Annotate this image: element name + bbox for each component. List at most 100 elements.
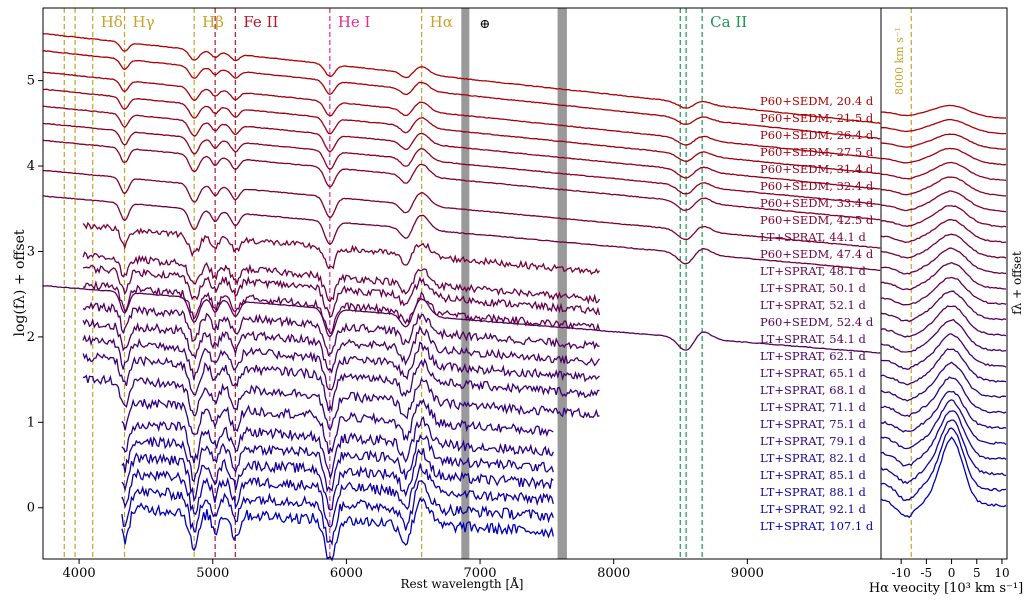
spectrum-labels: P60+SEDM, 20.4 d P60+SEDM, 21.5 d P60+SEDM…	[760, 94, 874, 533]
spectrum-line	[121, 496, 554, 562]
x-tick-label: 8000	[597, 566, 630, 581]
halpha-x-tick-label: 10	[994, 566, 1009, 580]
halpha-profile	[880, 118, 1007, 135]
halpha-profile	[880, 104, 1006, 119]
spectrum-label: LT+SPRAT, 68.1 d	[760, 383, 867, 397]
spectrum-label: P60+SEDM, 31.4 d	[760, 162, 874, 176]
halpha-profile	[880, 190, 1007, 213]
y-tick-label: 4	[27, 159, 35, 174]
halpha-profile	[880, 218, 1007, 244]
spectrum-label: LT+SPRAT, 82.1 d	[760, 451, 867, 465]
halpha-profile	[880, 261, 1007, 291]
halpha-x-tick-label: -5	[921, 566, 933, 580]
x-tick-label: 6000	[330, 566, 363, 581]
spectrum-line	[42, 139, 881, 221]
line-label: Ca II	[710, 13, 747, 31]
halpha-profile	[880, 161, 1007, 182]
spectrum-line	[121, 480, 554, 547]
halpha-panel: 8000 km s⁻¹ -10 -5 0 5 10 Hα veocity [10³ km…	[869, 7, 1024, 596]
spectrum-line	[83, 264, 601, 319]
velocity-marker: 8000 km s⁻¹	[893, 8, 912, 559]
halpha-profile	[880, 318, 1007, 353]
spectrum-line	[42, 71, 881, 160]
main-x-axis-label: Rest wavelength [Å]	[401, 576, 524, 591]
spectrum-label: P60+SEDM, 33.4 d	[760, 196, 874, 210]
spectrum-line	[43, 169, 881, 249]
spectrum-label: P60+SEDM, 26.4 d	[760, 128, 874, 142]
spectrum-line	[121, 416, 554, 481]
spectrum-line	[121, 448, 554, 511]
spectrum-line	[82, 301, 600, 357]
spectrum-line	[121, 398, 554, 455]
halpha-x-tick-label: 5	[973, 566, 981, 580]
spectra-series	[42, 32, 881, 562]
spectrum-line	[42, 105, 881, 190]
x-tick-label: 7000	[463, 566, 496, 581]
spectrum-line	[42, 122, 881, 206]
halpha-y-axis-label: fλ + offset	[1010, 251, 1024, 315]
line-label: Hδ	[101, 13, 123, 31]
spectrum-label: LT+SPRAT, 50.1 d	[760, 281, 867, 295]
y-tick-label: 1	[27, 415, 35, 430]
line-label: Hα	[430, 13, 453, 31]
line-label: Fe II	[243, 13, 278, 31]
main-x-ticks: 4000 5000 6000 7000 8000 9000	[63, 559, 764, 581]
main-y-ticks: 0 1 2 3 4 5	[27, 74, 43, 516]
y-tick-label: 3	[27, 244, 35, 259]
halpha-profile	[880, 147, 1007, 166]
line-label: He I	[338, 13, 371, 31]
halpha-profile	[880, 176, 1006, 197]
x-tick-label: 4000	[63, 566, 96, 581]
spectrum-line	[83, 374, 600, 432]
spectrum-label: P60+SEDM, 42.5 d	[760, 213, 874, 227]
halpha-x-axis-label: Hα veocity [10³ km s⁻¹]	[869, 581, 1023, 596]
spectrum-line	[82, 352, 600, 413]
main-panel: ⊕ Hδ Hγ Hβ Fe II He I Hα Ca II P60+SEDM, 20.4 …	[12, 7, 882, 591]
spectrum-label: LT+SPRAT, 88.1 d	[760, 485, 867, 499]
spectrum-line	[82, 317, 600, 374]
spectrum-label: LT+SPRAT, 92.1 d	[760, 502, 867, 516]
line-label: Hβ	[202, 13, 224, 31]
spectrum-line	[42, 32, 881, 125]
spectrum-label: P60+SEDM, 47.4 d	[760, 247, 874, 261]
halpha-profile	[880, 276, 1007, 306]
line-label: Hγ	[133, 13, 155, 31]
line-markers: Hδ Hγ Hβ Fe II He I Hα Ca II	[63, 8, 747, 559]
spectrum-line	[42, 88, 881, 175]
halpha-profile	[880, 305, 1007, 338]
halpha-profile	[880, 348, 1007, 386]
halpha-profile	[880, 247, 1007, 275]
spectrum-label: P60+SEDM, 20.4 d	[760, 94, 874, 108]
halpha-profile	[880, 410, 1007, 467]
halpha-profile	[880, 333, 1007, 370]
spectrum-line	[82, 279, 601, 335]
spectrum-label: LT+SPRAT, 44.1 d	[760, 230, 867, 244]
telluric-label: ⊕	[479, 17, 490, 32]
halpha-profile	[880, 427, 1007, 502]
spectrum-label: LT+SPRAT, 85.1 d	[760, 468, 867, 482]
spectrum-label: LT+SPRAT, 62.1 d	[760, 349, 867, 363]
telluric-band	[557, 8, 567, 559]
spectrum-label: LT+SPRAT, 71.1 d	[760, 400, 867, 414]
spectrum-label: LT+SPRAT, 107.1 d	[760, 519, 874, 533]
spectrum-label: P60+SEDM, 27.5 d	[760, 145, 874, 159]
halpha-profile	[880, 419, 1007, 485]
spectrum-label: LT+SPRAT, 79.1 d	[760, 434, 867, 448]
telluric-bands: ⊕	[461, 8, 567, 559]
spectrum-label: LT+SPRAT, 75.1 d	[760, 417, 867, 431]
x-tick-label: 9000	[731, 566, 764, 581]
y-tick-label: 0	[27, 501, 35, 516]
spectrum-line	[121, 462, 554, 528]
spectrum-line	[42, 285, 881, 354]
velocity-marker-label: 8000 km s⁻¹	[893, 27, 906, 95]
spectrum-label: P60+SEDM, 52.4 d	[760, 315, 874, 329]
spectrum-label: P60+SEDM, 32.4 d	[760, 179, 874, 193]
spectrum-line	[42, 50, 881, 140]
halpha-profile	[880, 390, 1007, 433]
halpha-profile	[880, 436, 1007, 519]
halpha-series	[880, 104, 1007, 519]
y-tick-label: 5	[27, 74, 35, 89]
halpha-x-tick-label: 0	[948, 566, 956, 580]
spectrum-line	[82, 221, 601, 276]
